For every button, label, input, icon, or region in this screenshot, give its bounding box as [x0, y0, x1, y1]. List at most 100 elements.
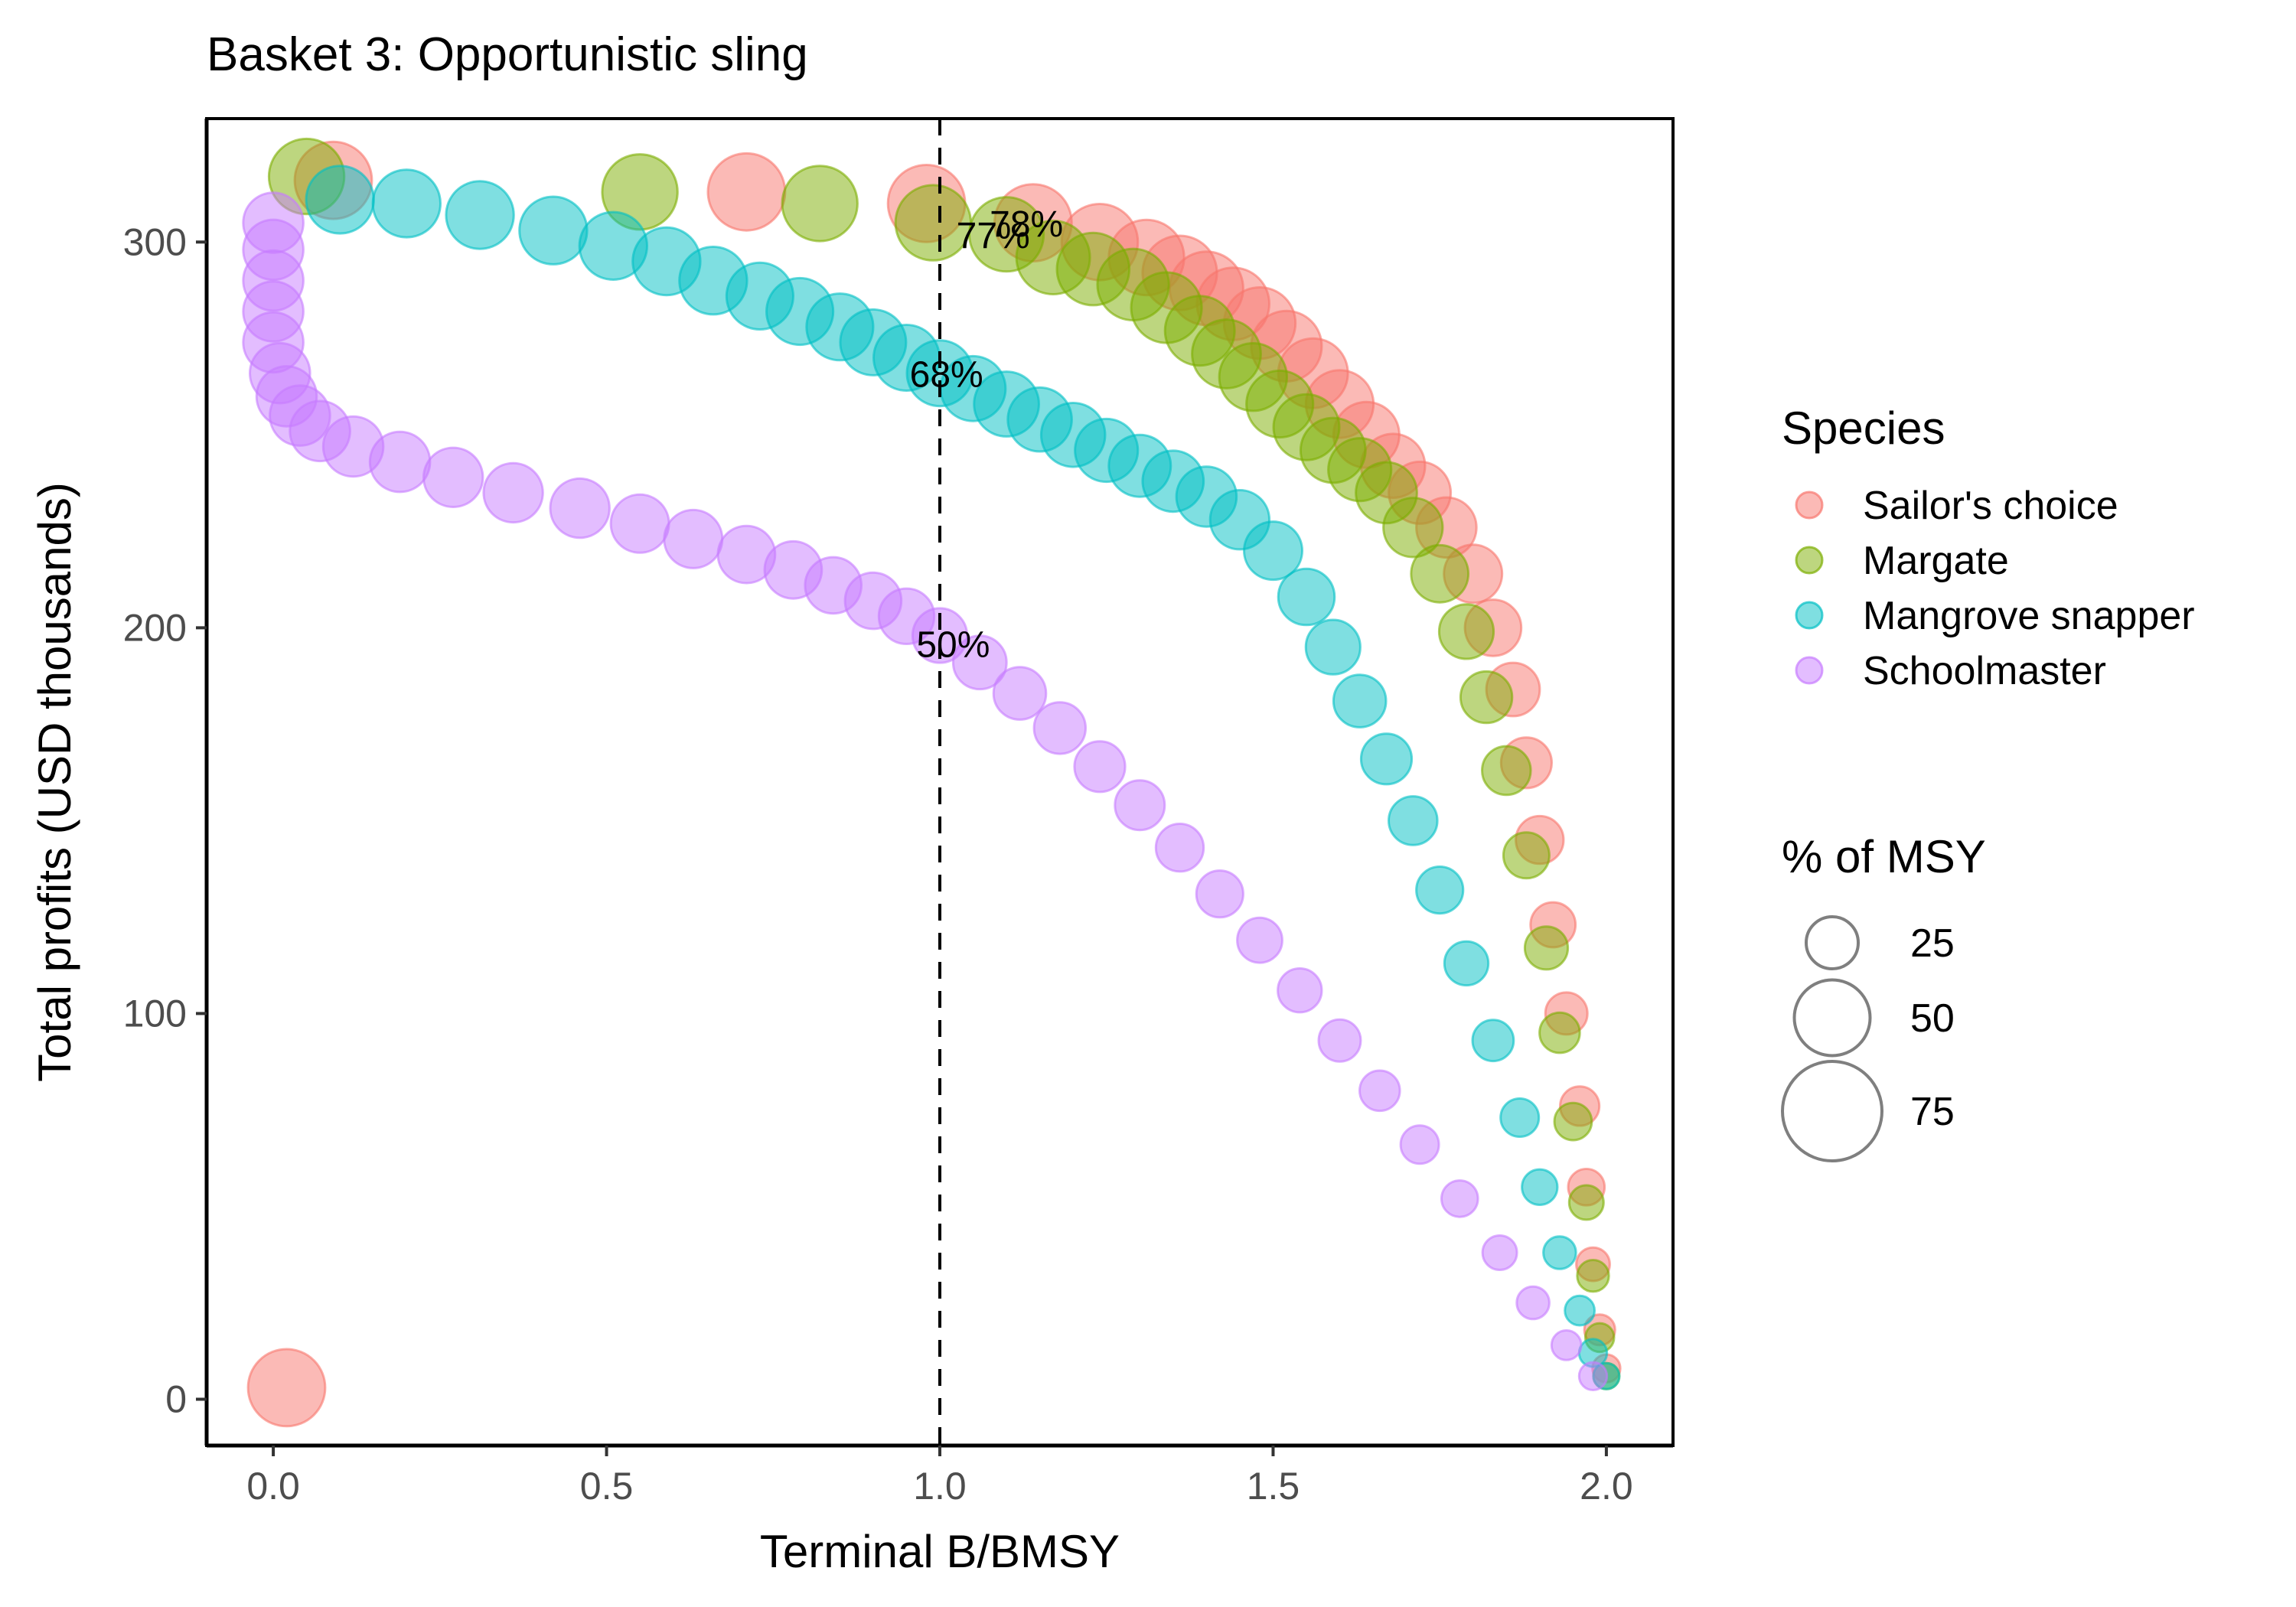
annotations: 78%77% 68% 50%	[910, 204, 1064, 666]
data-point-mangrove-snapper	[445, 180, 515, 250]
legend-key-margate	[1795, 546, 1824, 575]
x-tick-label: 0.0	[246, 1465, 300, 1508]
x-tick-label: 1.0	[913, 1465, 967, 1508]
msy-size-legend: % of MSY 25 50 75	[1781, 831, 1986, 1162]
data-point-mangrove-snapper	[1388, 795, 1439, 846]
data-point-margate	[1382, 497, 1444, 559]
data-point-sailor-s-choice	[706, 152, 787, 232]
data-point-mangrove-snapper	[1564, 1294, 1596, 1327]
y-axis-title: Total profits (USD thousands)	[29, 482, 80, 1082]
y-axis: 0 100 200 300	[123, 119, 209, 1446]
data-point-margate	[1481, 745, 1532, 797]
size-legend-key	[1781, 1060, 1883, 1162]
data-point-mangrove-snapper	[1243, 520, 1303, 582]
x-axis-title: Terminal B/BMSY	[760, 1526, 1120, 1577]
annotation-label: 77%	[957, 216, 1030, 256]
data-point-mangrove-snapper	[1521, 1168, 1559, 1207]
data-point-mangrove-snapper	[518, 195, 589, 266]
plot-panel-border	[205, 117, 1675, 1447]
annotation-label: 68%	[910, 354, 983, 395]
data-point-schoolmaster	[1114, 779, 1166, 832]
data-point-mangrove-snapper	[371, 168, 442, 239]
legend-key-sailor-s-choice	[1795, 491, 1824, 520]
data-point-margate	[1576, 1259, 1610, 1293]
legend-key-schoolmaster	[1795, 656, 1824, 685]
data-point-schoolmaster	[1317, 1018, 1362, 1063]
data-point-schoolmaster	[1481, 1234, 1518, 1271]
species-legend-title: Species	[1782, 403, 1945, 454]
data-point-schoolmaster	[911, 607, 969, 664]
data-point-schoolmaster	[1236, 916, 1283, 964]
data-point-mangrove-snapper	[1443, 940, 1490, 987]
data-point-schoolmaster	[549, 477, 611, 539]
data-point-margate	[1459, 670, 1514, 725]
data-marks	[242, 137, 1622, 1428]
data-point-schoolmaster	[1515, 1285, 1551, 1321]
x-tick-label: 1.5	[1247, 1465, 1300, 1508]
data-point-schoolmaster	[1277, 967, 1323, 1014]
data-point-sailor-s-choice	[246, 1348, 327, 1428]
data-point-schoolmaster	[951, 634, 1008, 691]
data-point-schoolmaster	[1154, 823, 1205, 873]
data-point-margate	[1502, 831, 1551, 880]
data-point-schoolmaster	[368, 430, 432, 494]
y-tick-label: 100	[123, 992, 187, 1035]
msy-legend-title: % of MSY	[1782, 831, 1986, 882]
data-point-mangrove-snapper	[1471, 1019, 1515, 1063]
data-point-schoolmaster	[1440, 1179, 1479, 1218]
size-legend-label: 50	[1910, 996, 1955, 1041]
legend-key-mangrove-snapper	[1795, 601, 1824, 630]
size-legend-label: 75	[1910, 1090, 1955, 1134]
x-tick-label: 0.5	[580, 1465, 634, 1508]
data-point-schoolmaster	[1073, 740, 1127, 794]
chart-title: Basket 3: Opportunistic sling	[207, 28, 808, 81]
y-tick-label: 200	[123, 606, 187, 649]
annotation-label: 50%	[916, 624, 990, 665]
data-point-margate	[1553, 1101, 1593, 1142]
size-legend-key	[1792, 978, 1872, 1058]
data-point-mangrove-snapper	[1304, 618, 1362, 676]
data-point-schoolmaster	[663, 508, 724, 569]
data-point-margate	[1437, 603, 1495, 660]
series-sailor-s-choice	[246, 140, 1622, 1428]
y-tick-label: 300	[123, 220, 187, 263]
series-schoolmaster	[242, 191, 1609, 1392]
legend-label-mangrove-snapper: Mangrove snapper	[1863, 594, 2195, 638]
data-point-mangrove-snapper	[305, 165, 375, 235]
data-point-mangrove-snapper	[1415, 865, 1465, 915]
data-point-mangrove-snapper	[1359, 732, 1414, 786]
size-legend-key	[1805, 915, 1860, 970]
data-point-schoolmaster	[609, 493, 670, 554]
data-point-schoolmaster	[1195, 869, 1244, 919]
data-point-margate	[1410, 543, 1470, 604]
data-point-margate	[1523, 925, 1570, 971]
legend-label-margate: Margate	[1863, 539, 2009, 583]
data-point-mangrove-snapper	[1277, 567, 1336, 627]
data-point-schoolmaster	[1550, 1329, 1583, 1361]
data-point-schoolmaster	[422, 446, 484, 508]
data-point-margate	[1567, 1184, 1605, 1221]
data-point-schoolmaster	[482, 461, 544, 524]
data-point-margate	[1538, 1011, 1581, 1054]
legend-label-sailor-s-choice: Sailor's choice	[1863, 484, 2118, 528]
data-point-mangrove-snapper	[1542, 1235, 1577, 1270]
data-point-mangrove-snapper	[1332, 673, 1388, 729]
data-point-schoolmaster	[992, 666, 1048, 721]
data-point-schoolmaster	[1358, 1069, 1401, 1113]
series-mangrove-snapper	[305, 165, 1621, 1390]
y-tick-label: 0	[165, 1378, 187, 1421]
series-margate	[267, 137, 1621, 1390]
annotation-label: 78%	[990, 204, 1063, 245]
data-point-schoolmaster	[1032, 701, 1088, 755]
x-axis: 0.0 0.5 1.0 1.5 2.0	[207, 1443, 1673, 1508]
data-point-schoolmaster	[1399, 1124, 1440, 1165]
data-point-margate	[781, 165, 859, 243]
species-legend: Species Sailor's choice Margate Mangrove s…	[1782, 403, 2195, 693]
data-point-mangrove-snapper	[1499, 1097, 1541, 1138]
size-legend-label: 25	[1910, 921, 1955, 966]
legend-label-schoolmaster: Schoolmaster	[1863, 649, 2106, 693]
x-tick-label: 2.0	[1580, 1465, 1633, 1508]
data-point-schoolmaster	[1577, 1361, 1609, 1392]
